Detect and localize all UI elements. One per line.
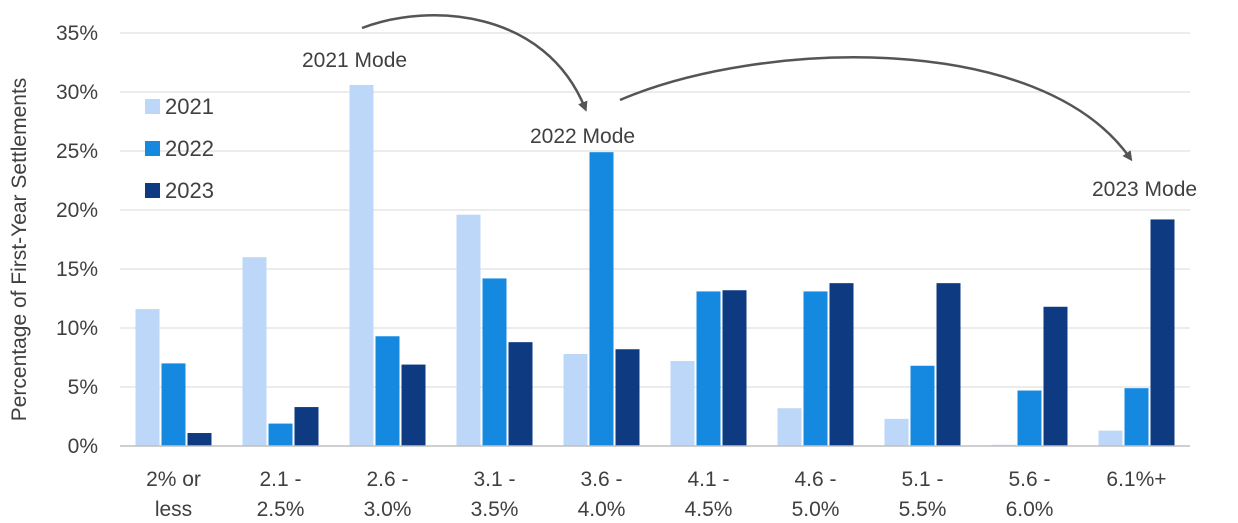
x-tick-label: 4.1 - [687,468,729,491]
y-tick-label: 15% [56,258,98,281]
x-tick-label: 5.6 - [1008,468,1050,491]
mode-arrow-2022-to-2023 [619,56,1133,162]
bar-2023-2 [401,364,426,446]
x-tick-label: 6.0% [1006,498,1054,521]
annotation-2021-mode: 2021 Mode [302,49,407,72]
bar-2023-8 [1043,306,1068,446]
x-tick-label: 4.6 - [794,468,836,491]
bar-2023-9 [1150,219,1175,446]
bar-2022-6 [803,291,828,446]
bar-2022-2 [375,336,400,446]
bar-2021-2 [349,84,374,447]
y-tick-label: 35% [56,22,98,45]
mode-arrow-2021-to-2022 [361,14,588,112]
gridlines [120,32,1190,388]
x-tick-label: 3.6 - [580,468,622,491]
bar-2022-1 [268,423,293,446]
y-tick-label: 5% [68,376,98,399]
legend-swatch-2023 [145,183,160,198]
annotation-2022-mode: 2022 Mode [530,125,635,148]
bar-2021-4 [563,353,588,446]
bar-2022-5 [696,291,721,446]
x-tick-label: 2.1 - [259,468,301,491]
legend-swatch-2022 [145,141,160,156]
x-tick-label: 2% or [146,468,201,491]
legend-swatch-2021 [145,99,160,114]
bar-2022-3 [482,278,507,446]
x-tick-label: 3.1 - [473,468,515,491]
legend-label-2022: 2022 [165,136,214,161]
y-tick-label: 0% [68,435,98,458]
bar-2021-5 [670,361,695,446]
bar-2022-7 [910,365,935,446]
y-tick-label: 25% [56,140,98,163]
y-tick-label: 10% [56,317,98,340]
y-tick-label: 20% [56,199,98,222]
bar-2021-0 [135,309,160,446]
bars [135,84,1175,447]
bar-2022-8 [1017,390,1042,446]
y-axis-ticks: 0% 5% 10% 15% 20% 25% 30% 35% [56,22,98,458]
legend: 2021 2022 2023 [145,94,214,203]
x-tick-label: 4.0% [578,498,626,521]
y-tick-label: 30% [56,81,98,104]
bar-2021-9 [1098,430,1123,446]
bar-2022-0 [161,363,186,446]
x-axis-ticks: 2% or less 2.1 - 2.5% 2.6 - 3.0% 3.1 - 3.5% 3.6 … [146,468,1167,521]
x-tick-label: 5.1 - [901,468,943,491]
bar-2023-1 [294,407,319,446]
x-tick-label: 2.5% [257,498,305,521]
x-tick-label: 2.6 - [366,468,408,491]
bar-2023-6 [829,283,854,446]
bar-2023-0 [187,433,212,446]
bar-2023-5 [722,290,747,446]
bar-2022-9 [1124,388,1149,446]
bar-2023-3 [508,342,533,446]
bar-2021-7 [884,418,909,446]
x-tick-label: 4.5% [685,498,733,521]
x-tick-label: 3.5% [471,498,519,521]
bar-2021-6 [777,408,802,446]
bar-2021-3 [456,214,481,446]
x-tick-label: less [155,498,192,521]
bar-2022-4 [589,152,614,446]
bar-2023-4 [615,349,640,446]
y-axis-label: Percentage of First-Year Settlements [8,78,31,422]
x-tick-label: 3.0% [364,498,412,521]
x-tick-label: 5.5% [899,498,947,521]
x-tick-label: 5.0% [792,498,840,521]
annotation-2023-mode: 2023 Mode [1092,178,1197,201]
legend-label-2023: 2023 [165,178,214,203]
bar-2023-7 [936,283,961,446]
x-tick-label: 6.1%+ [1106,468,1166,491]
bar-2021-1 [242,257,267,446]
legend-label-2021: 2021 [165,94,214,119]
